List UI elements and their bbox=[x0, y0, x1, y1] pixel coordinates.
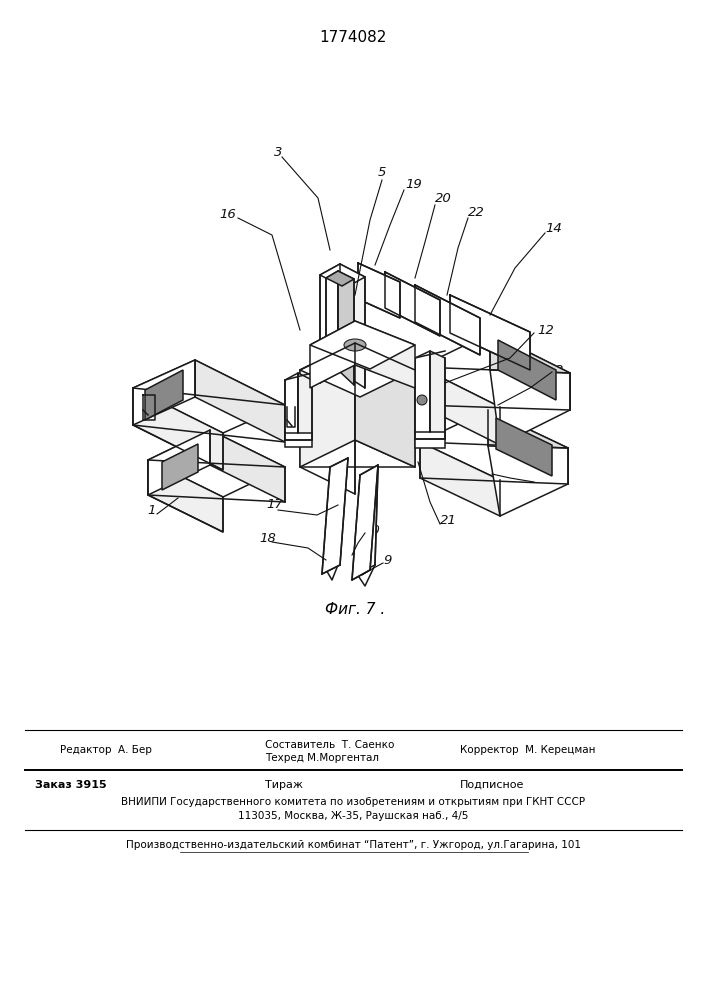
Text: Производственно-издательский комбинат “Патент”, г. Ужгород, ул.Гагарина, 101: Производственно-издательский комбинат “П… bbox=[126, 840, 580, 850]
Polygon shape bbox=[210, 430, 285, 502]
Polygon shape bbox=[415, 351, 430, 439]
Text: 22: 22 bbox=[468, 206, 485, 219]
Text: 21: 21 bbox=[440, 514, 457, 526]
Text: Заказ 3915: Заказ 3915 bbox=[35, 780, 107, 790]
Text: Редактор  А. Бер: Редактор А. Бер bbox=[60, 745, 152, 755]
Text: 16: 16 bbox=[220, 209, 236, 222]
Polygon shape bbox=[420, 410, 568, 480]
Text: 9: 9 bbox=[384, 554, 392, 566]
Text: 2: 2 bbox=[555, 363, 563, 376]
Polygon shape bbox=[320, 264, 365, 288]
Polygon shape bbox=[450, 295, 530, 370]
Polygon shape bbox=[340, 264, 365, 388]
Text: 17: 17 bbox=[267, 498, 284, 512]
Polygon shape bbox=[326, 271, 354, 286]
Polygon shape bbox=[310, 321, 355, 388]
Text: 1: 1 bbox=[148, 504, 156, 516]
Text: 18: 18 bbox=[259, 532, 276, 544]
Polygon shape bbox=[133, 360, 285, 433]
Polygon shape bbox=[488, 446, 568, 516]
Text: 1774082: 1774082 bbox=[320, 30, 387, 45]
Polygon shape bbox=[285, 373, 298, 440]
Ellipse shape bbox=[344, 339, 366, 351]
Polygon shape bbox=[490, 333, 570, 410]
Polygon shape bbox=[357, 467, 378, 574]
Polygon shape bbox=[496, 418, 552, 476]
Polygon shape bbox=[385, 272, 440, 336]
Text: 7: 7 bbox=[537, 474, 545, 487]
Text: 10: 10 bbox=[363, 524, 380, 536]
Circle shape bbox=[417, 395, 427, 405]
Polygon shape bbox=[298, 373, 312, 440]
Text: Корректор  М. Керецман: Корректор М. Керецман bbox=[460, 745, 595, 755]
Polygon shape bbox=[320, 264, 340, 383]
Text: Составитель  Т. Саенко: Составитель Т. Саенко bbox=[265, 740, 395, 750]
Polygon shape bbox=[420, 367, 500, 445]
Text: 113035, Москва, Ж-35, Раушская наб., 4/5: 113035, Москва, Ж-35, Раушская наб., 4/5 bbox=[238, 811, 468, 821]
Polygon shape bbox=[148, 430, 210, 495]
Polygon shape bbox=[430, 351, 445, 439]
Text: Фиг. 7 .: Фиг. 7 . bbox=[325, 602, 385, 617]
Polygon shape bbox=[145, 370, 183, 420]
Polygon shape bbox=[498, 340, 556, 400]
Polygon shape bbox=[148, 430, 285, 497]
Polygon shape bbox=[300, 343, 355, 467]
Polygon shape bbox=[338, 271, 354, 385]
Text: ВНИИПИ Государственного комитета по изобретениям и открытиям при ГКНТ СССР: ВНИИПИ Государственного комитета по изоб… bbox=[121, 797, 585, 807]
Polygon shape bbox=[148, 460, 223, 532]
Polygon shape bbox=[355, 343, 415, 467]
Polygon shape bbox=[488, 410, 568, 484]
Polygon shape bbox=[355, 321, 415, 388]
Polygon shape bbox=[310, 321, 415, 369]
Polygon shape bbox=[326, 271, 338, 377]
Polygon shape bbox=[133, 360, 195, 425]
Polygon shape bbox=[415, 432, 445, 448]
Polygon shape bbox=[420, 333, 570, 407]
Polygon shape bbox=[325, 462, 345, 568]
Text: 20: 20 bbox=[435, 192, 452, 205]
Polygon shape bbox=[322, 458, 348, 574]
Text: Тираж: Тираж bbox=[265, 780, 303, 790]
Text: 5: 5 bbox=[378, 166, 386, 180]
Polygon shape bbox=[490, 370, 570, 445]
Text: Техред М.Моргентал: Техред М.Моргентал bbox=[265, 753, 379, 763]
Polygon shape bbox=[195, 360, 285, 442]
Polygon shape bbox=[133, 388, 223, 470]
Polygon shape bbox=[415, 285, 480, 355]
Polygon shape bbox=[352, 465, 378, 580]
Text: Подписное: Подписное bbox=[460, 780, 525, 790]
Polygon shape bbox=[285, 433, 312, 447]
Polygon shape bbox=[300, 343, 415, 397]
Text: 19: 19 bbox=[405, 178, 422, 192]
Text: 3: 3 bbox=[274, 145, 282, 158]
Polygon shape bbox=[420, 442, 500, 516]
Polygon shape bbox=[358, 263, 400, 318]
Text: 14: 14 bbox=[545, 222, 562, 234]
Polygon shape bbox=[162, 444, 198, 490]
Text: 12: 12 bbox=[537, 324, 554, 336]
